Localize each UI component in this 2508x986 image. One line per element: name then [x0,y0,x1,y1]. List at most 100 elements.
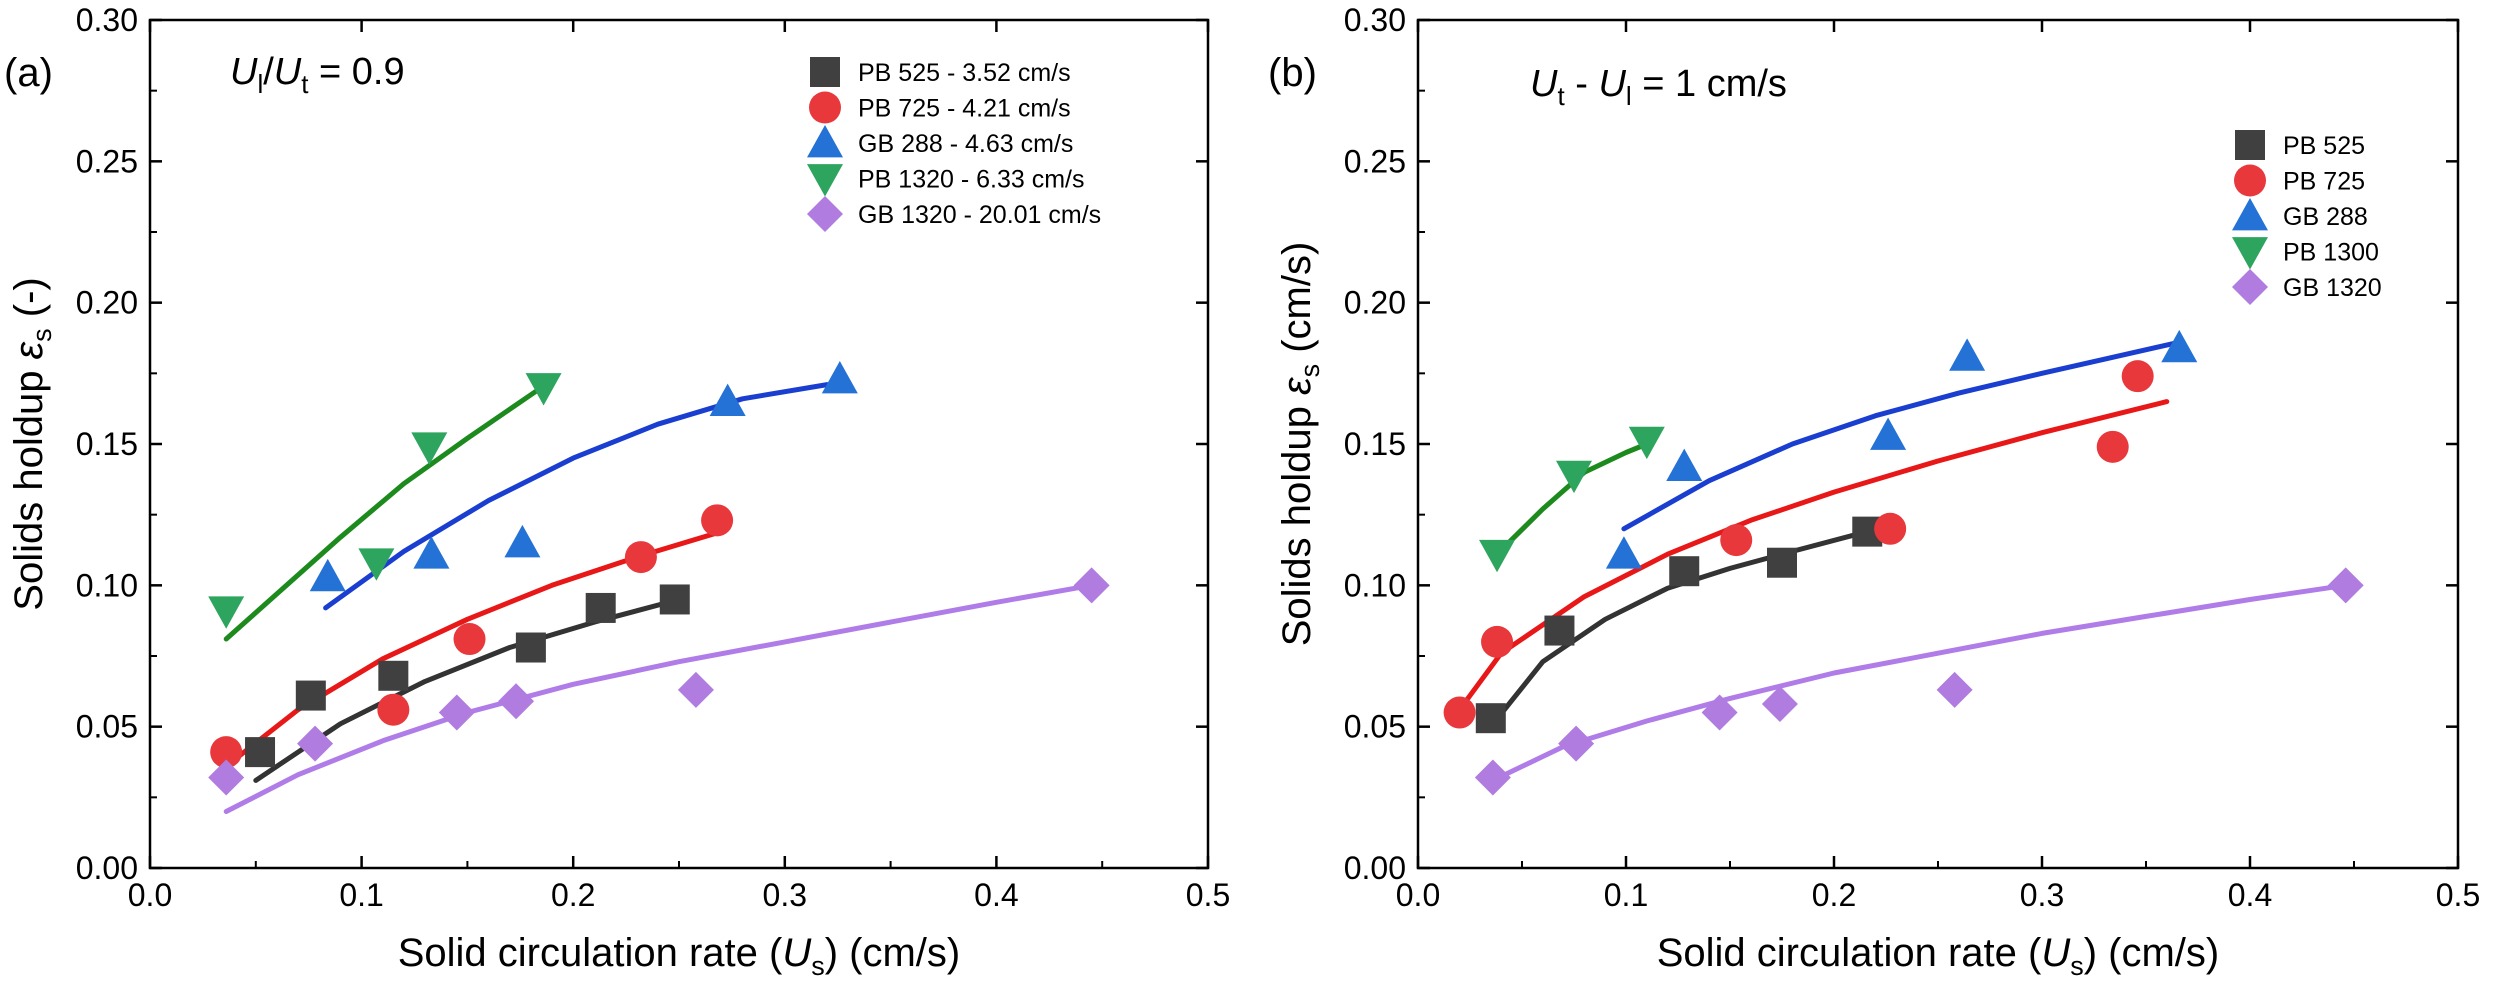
legend-item: PB 725 - 4.21 cm/s [809,91,1071,124]
data-point-pb-1320 [208,596,245,629]
data-point-pb-725 [1720,524,1753,557]
data-point-gb-288 [1870,417,1907,450]
data-point-pb-1320 [1628,426,1665,460]
legend-label: PB 725 [2283,168,2365,196]
data-point-pb-525 [1767,547,1797,578]
y-tick-label: 0.30 [1344,2,1406,38]
y-tick-label: 0.10 [76,567,138,603]
fit-curve-gb-288 [323,382,830,611]
data-point-pb-525 [659,584,690,615]
data-point-gb-1320 [1073,567,1110,604]
legend-item: PB 1300 [2232,237,2379,270]
x-tick-label: 0.4 [974,877,1018,913]
legend-marker [807,125,843,158]
legend-marker [809,91,841,124]
data-point-pb-725 [1481,625,1514,658]
data-point-pb-525 [1475,703,1506,734]
x-tick-label: 0.3 [763,877,807,913]
y-axis-label: Solids holdup εs (cm/s) [1275,242,1325,647]
fit-curve-gb-1320 [223,582,1095,814]
data-point-gb-288 [413,536,450,569]
y-tick-label: 0.20 [76,285,138,321]
legend-marker [810,57,840,87]
legend-item: GB 288 - 4.63 cm/s [807,125,1073,158]
fit-curve-pb-725 [1457,399,2170,713]
data-point-gb-1320 [1936,671,1973,708]
legend-marker [2232,237,2268,270]
data-point-pb-525 [585,592,616,623]
data-point-gb-288 [1949,338,1986,371]
y-tick-label: 0.00 [1344,850,1406,886]
data-point-pb-1320 [1556,460,1592,494]
legend: PB 525 PB 725 GB 288 PB 1300 GB 1320 [2232,130,2382,305]
data-point-gb-1320 [208,759,245,796]
legend-label: GB 288 - 4.63 cm/s [858,130,1073,158]
data-point-pb-525 [378,660,409,691]
chart-panel-a: 0.0 0.1 0.2 0.3 0.4 0.5 0.00 0.05 0.10 0.15 0.20 0.… [4,2,1230,981]
data-point-pb-725 [1443,696,1476,729]
legend-item: PB 1320 - 6.33 cm/s [807,164,1085,197]
data-point-pb-725 [453,623,486,656]
y-tick-label: 0.30 [76,2,138,38]
x-axis-label: Solid circulation rate (Us) (cm/s) [398,931,961,981]
data-point-gb-288 [504,524,541,558]
y-tick-label: 0.00 [76,850,138,886]
data-point-gb-288 [821,360,858,394]
data-point-gb-1320 [1701,694,1738,731]
x-tick-label: 0.1 [339,877,383,913]
x-tick-label: 0.3 [2020,877,2064,913]
panel-label: (b) [1268,51,1317,95]
data-point-gb-288 [1605,536,1642,569]
data-point-pb-725 [701,504,734,537]
data-point-pb-725 [624,541,657,574]
data-point-gb-1320 [1474,759,1511,796]
data-point-pb-725 [210,736,243,769]
y-tick-label: 0.15 [76,426,138,462]
legend-label: GB 288 [2283,203,2368,231]
y-tick-label: 0.05 [76,709,138,745]
data-point-pb-1320 [358,548,395,581]
legend-label: PB 525 - 3.52 cm/s [858,59,1071,87]
data-point-gb-1320 [1761,686,1798,723]
condition-annotation: Ut - Ul = 1 cm/s [1530,63,1787,111]
legend-label: PB 1300 [2283,239,2379,267]
legend-item: PB 525 [2235,130,2365,160]
data-point-pb-1320 [1479,539,1516,573]
data-point-gb-288 [309,558,346,592]
y-tick-label: 0.05 [1344,709,1406,745]
legend-item: GB 1320 [2232,269,2382,305]
data-point-pb-525 [245,737,276,768]
data-point-pb-725 [2121,360,2154,393]
chart-panel-b: 0.0 0.1 0.2 0.3 0.4 0.5 0.00 0.05 0.10 0.15 0.20 0.… [1268,2,2480,981]
x-tick-label: 0.5 [1186,877,1230,913]
data-point-pb-725 [1874,512,1907,545]
data-point-gb-1320 [498,683,535,720]
x-tick-label: 0.5 [2436,877,2480,913]
data-point-gb-288 [1666,448,1703,482]
data-point-pb-725 [377,693,410,726]
legend-label: PB 1320 - 6.33 cm/s [858,166,1085,194]
legend-item: GB 288 [2232,198,2368,231]
legend-item: PB 725 [2234,164,2365,197]
data-point-gb-288 [709,383,746,416]
data-point-pb-525 [1669,556,1700,587]
data-point-pb-1320 [525,373,562,406]
legend-marker [2232,198,2268,231]
data-point-pb-525 [515,632,546,663]
fit-curve-pb-1320 [223,385,544,642]
y-tick-label: 0.15 [1344,426,1406,462]
legend-label: GB 1320 - 20.01 cm/s [858,201,1101,229]
data-point-pb-525 [295,680,326,711]
legend-item: GB 1320 - 20.01 cm/s [807,196,1101,232]
legend-item: PB 525 - 3.52 cm/s [810,57,1071,87]
data-point-gb-1320 [438,694,475,731]
x-tick-label: 0.0 [128,877,172,913]
data-point-gb-1320 [1558,725,1595,762]
data-point-gb-1320 [677,671,714,708]
x-tick-label: 0.2 [1812,877,1856,913]
legend-marker [807,164,843,197]
legend-label: PB 525 [2283,132,2365,160]
data-point-gb-288 [2161,329,2198,363]
legend-marker [2232,269,2268,305]
